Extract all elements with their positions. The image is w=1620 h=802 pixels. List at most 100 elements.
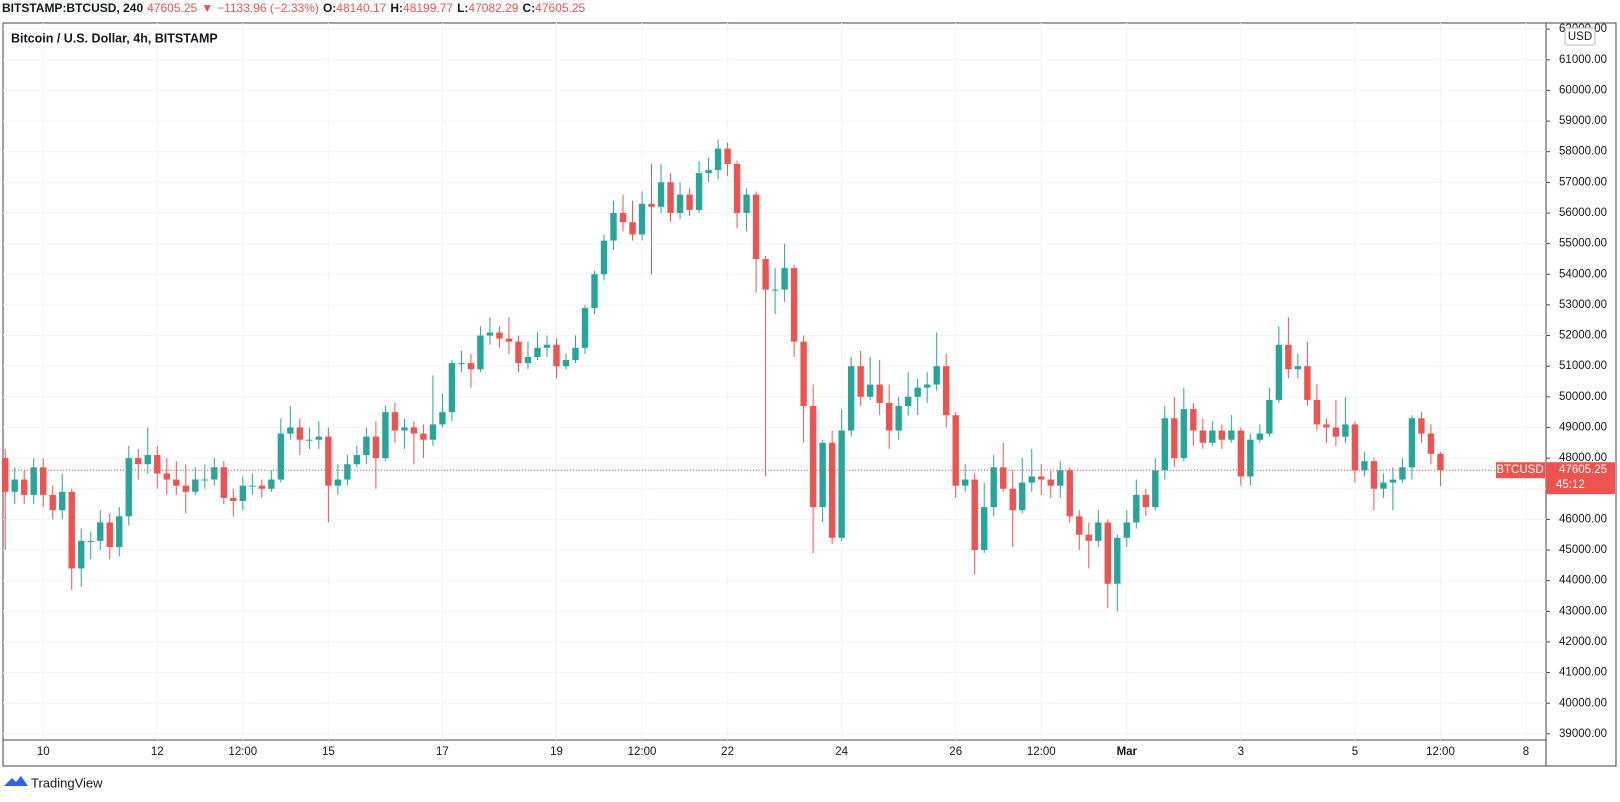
candle-body [1313,399,1321,425]
y-tick-label: 59000.00 [1559,115,1607,127]
ohlc-value: 47082.29 [468,1,518,15]
candle-body [277,433,285,480]
candle-body [258,485,266,489]
x-tick-label: 12:00 [1426,746,1455,758]
candle-body [667,182,674,213]
candle-body [1085,534,1092,541]
chart-title: Bitcoin / U.S. Dollar, 4h, BITSTAMP [11,31,218,45]
y-tick-label: 54000.00 [1559,268,1607,280]
candle-body [353,455,361,465]
symbol-label: BTCUSD [1496,464,1543,476]
candle-body [1000,467,1007,489]
x-tick-label: 12:00 [1027,746,1056,758]
candle-body [30,467,37,495]
x-tick-label: 19 [550,746,563,758]
candle-body [249,485,256,487]
candle-body [1057,470,1064,486]
candle-body [2,458,9,492]
candle-body [733,163,741,213]
footer[interactable]: TradingView [4,775,103,790]
candle-body [933,366,940,385]
candle-body [40,467,47,495]
candle-body [106,522,113,547]
candle-body [1266,399,1273,434]
candle-body [1161,418,1169,471]
candle-body [553,344,560,367]
candle-body [135,458,142,465]
candle-body [1247,439,1254,477]
candle-body [334,479,342,486]
y-tick-label: 45000.00 [1559,544,1607,556]
candle-body [97,522,104,541]
y-tick-label: 56000.00 [1559,207,1607,219]
change: −1133.96 (−2.33%) [217,1,319,15]
candle-body [581,307,589,348]
ohlc-value: 47605.25 [535,1,585,15]
y-tick-label: 41000.00 [1559,667,1607,679]
candle-body [1171,418,1178,459]
candle-body [211,467,218,480]
candle-body [78,540,85,569]
symbol-box [1496,462,1545,479]
candle-body [1028,476,1035,483]
candle-body [724,148,731,164]
candle-body [439,412,446,425]
candle-body [771,289,779,291]
brand[interactable]: TradingView [31,775,103,790]
candle-body [1199,430,1207,443]
candle-body [163,473,170,480]
candle-body [420,433,427,440]
candle-body [591,274,598,308]
y-tick-label: 57000.00 [1559,176,1607,188]
candle-body [676,194,684,213]
candle-body [1370,461,1378,489]
y-tick-label: 50000.00 [1559,391,1607,403]
candle-body [268,479,275,489]
candle-body [885,402,893,431]
candle-body [325,436,332,486]
candle-body [410,427,418,434]
candle-body [1418,418,1425,434]
symbol: BITSTAMP:BTCUSD, 240 [2,1,143,15]
candle-body [173,479,180,486]
candle-body [990,467,997,508]
y-tick-label: 52000.00 [1559,330,1607,342]
candle-body [619,212,627,223]
candle-body [458,363,465,365]
candle-body [809,406,817,508]
last-price-box [1546,462,1615,495]
candle-body [876,384,883,403]
candle-body [1123,522,1130,538]
header: BITSTAMP:BTCUSD, 240 47605.25 ▼ −1133.96 (−… [2,1,586,15]
candle-body [372,436,380,459]
candle-body [1142,494,1149,508]
candle-body [629,222,636,235]
grid [3,23,1546,740]
currency-label[interactable]: USD [1568,31,1592,43]
candle-body [1133,494,1140,523]
candle-body [467,363,475,370]
candle-body [1190,409,1197,431]
candle-body [1047,479,1054,486]
candle-body [1228,430,1235,440]
candle-body [1218,430,1226,440]
candle-body [496,332,503,339]
x-tick-label: 26 [949,746,962,758]
candle-body [182,485,189,492]
x-tick-label: 8 [1523,746,1529,758]
currency-badge[interactable] [1564,27,1596,46]
candle-body [686,194,693,210]
candle-body [1038,476,1045,480]
candle-body [1275,344,1283,400]
candle-body [610,212,617,241]
candle-body [1427,433,1435,454]
candle-body [762,258,769,290]
candle-body [125,458,132,517]
candle-body [1332,427,1340,437]
candle-body [515,341,522,364]
candle-body [1351,424,1359,471]
candle-body [562,360,570,367]
candle-body [21,479,28,495]
